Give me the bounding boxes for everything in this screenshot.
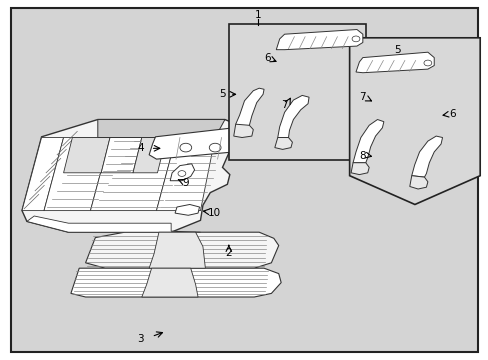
Polygon shape [156, 138, 215, 211]
Polygon shape [274, 138, 292, 149]
Polygon shape [22, 138, 63, 211]
Circle shape [351, 36, 359, 42]
Text: 2: 2 [225, 248, 232, 258]
Polygon shape [277, 95, 308, 138]
Polygon shape [133, 138, 166, 173]
Polygon shape [175, 204, 199, 215]
Polygon shape [352, 120, 383, 163]
Polygon shape [44, 138, 110, 211]
Polygon shape [235, 88, 264, 128]
Bar [228, 24, 365, 160]
Circle shape [287, 143, 299, 152]
Polygon shape [98, 120, 224, 138]
Polygon shape [142, 268, 198, 297]
Polygon shape [349, 38, 479, 204]
Polygon shape [149, 126, 366, 159]
Polygon shape [264, 129, 322, 150]
Text: 7: 7 [359, 92, 366, 102]
Polygon shape [27, 216, 200, 232]
Text: 10: 10 [207, 208, 220, 218]
Polygon shape [90, 138, 176, 211]
Circle shape [209, 143, 221, 152]
Polygon shape [411, 136, 442, 177]
Circle shape [423, 60, 431, 66]
Polygon shape [350, 163, 368, 175]
Circle shape [326, 143, 338, 152]
Text: 6: 6 [264, 53, 271, 63]
Circle shape [248, 143, 260, 152]
Polygon shape [409, 176, 427, 189]
Polygon shape [71, 268, 281, 297]
Circle shape [180, 143, 191, 152]
Polygon shape [101, 138, 142, 173]
Text: 9: 9 [182, 178, 189, 188]
Circle shape [178, 171, 185, 176]
Text: 5: 5 [393, 45, 400, 55]
Text: 4: 4 [137, 143, 144, 153]
Polygon shape [63, 138, 110, 173]
Text: 1: 1 [254, 10, 261, 20]
Text: 7: 7 [281, 100, 287, 110]
Text: 6: 6 [448, 109, 455, 120]
Text: 8: 8 [359, 150, 366, 161]
Text: 5: 5 [219, 89, 225, 99]
Polygon shape [233, 124, 253, 138]
Polygon shape [355, 52, 433, 73]
Polygon shape [22, 120, 249, 232]
Text: 3: 3 [137, 334, 144, 344]
Polygon shape [149, 232, 205, 268]
Polygon shape [170, 164, 194, 181]
Polygon shape [276, 30, 362, 50]
Polygon shape [85, 232, 278, 268]
